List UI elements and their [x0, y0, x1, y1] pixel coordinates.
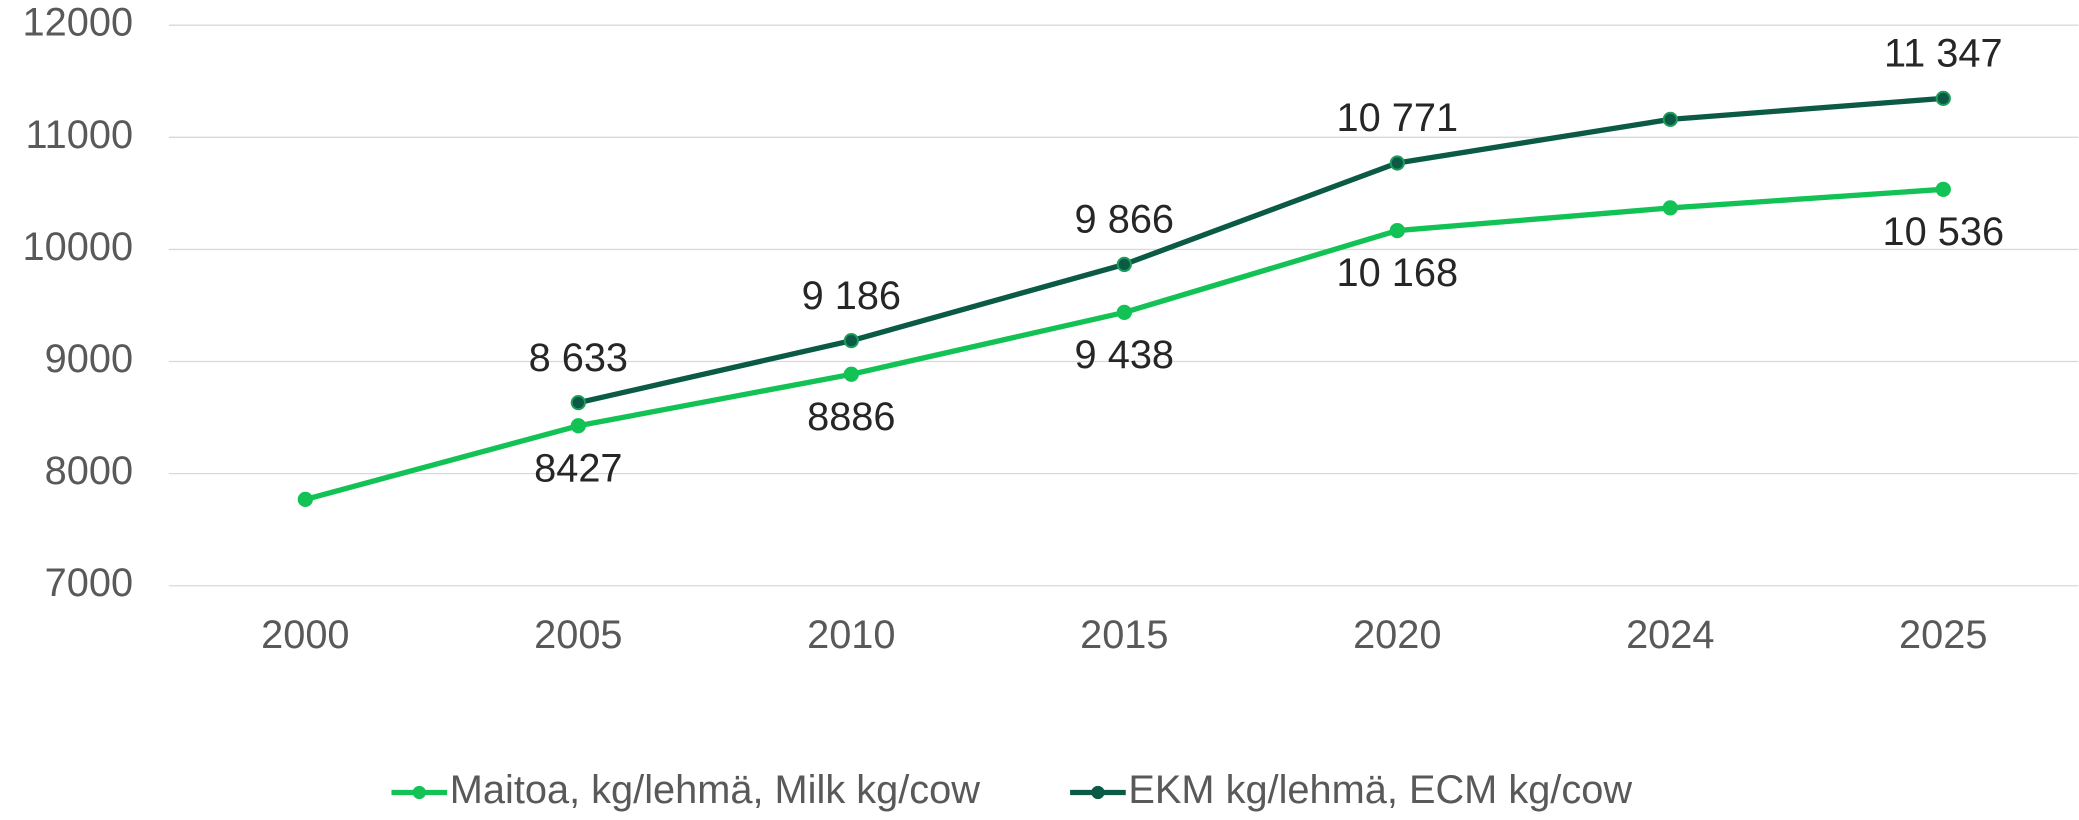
point — [1662, 200, 1678, 216]
point — [1935, 181, 1951, 197]
y-tick-label: 12000 — [23, 1, 134, 45]
point — [1389, 222, 1405, 239]
data-label: 10 771 — [1337, 96, 1459, 140]
data-label: 11 347 — [1884, 31, 2003, 75]
series-line — [577, 95, 1944, 406]
point — [1116, 256, 1132, 273]
x-tick-label: 2024 — [1626, 613, 1714, 657]
point — [570, 395, 586, 411]
point — [1116, 304, 1132, 321]
legend-marker — [1091, 785, 1105, 800]
legend-marker — [412, 785, 426, 800]
x-tick-label: 2020 — [1353, 613, 1441, 657]
data-label: 8 633 — [529, 336, 628, 380]
y-tick-label: 9000 — [45, 337, 133, 381]
y-tick-label: 7000 — [45, 561, 133, 605]
x-tick-label: 2005 — [534, 613, 622, 657]
y-tick-label: 10000 — [23, 225, 134, 269]
data-label: 10 536 — [1882, 210, 2004, 254]
point — [1662, 111, 1678, 127]
point — [297, 491, 313, 508]
x-tick-label: 2025 — [1899, 613, 1987, 657]
point — [1389, 155, 1405, 171]
y-tick-label: 8000 — [45, 449, 133, 493]
data-label: 8886 — [807, 395, 895, 439]
y-tick-label: 11000 — [25, 113, 133, 157]
legend-label: Maitoa, kg/lehmä, Milk kg/cow — [450, 768, 980, 812]
data-label: 9 866 — [1075, 198, 1174, 242]
data-label: 8427 — [534, 446, 622, 490]
data-label: 9 186 — [802, 274, 901, 318]
point — [570, 418, 586, 434]
x-tick-label: 2000 — [261, 613, 349, 657]
x-tick-label: 2015 — [1080, 613, 1168, 657]
x-tick-label: 2010 — [807, 613, 895, 657]
legend-label: EKM kg/lehmä, ECM kg/cow — [1128, 768, 1632, 812]
point — [843, 333, 859, 349]
data-label: 10 168 — [1337, 251, 1459, 295]
point — [843, 366, 859, 382]
data-label: 9 438 — [1075, 333, 1174, 377]
point — [1935, 90, 1951, 107]
